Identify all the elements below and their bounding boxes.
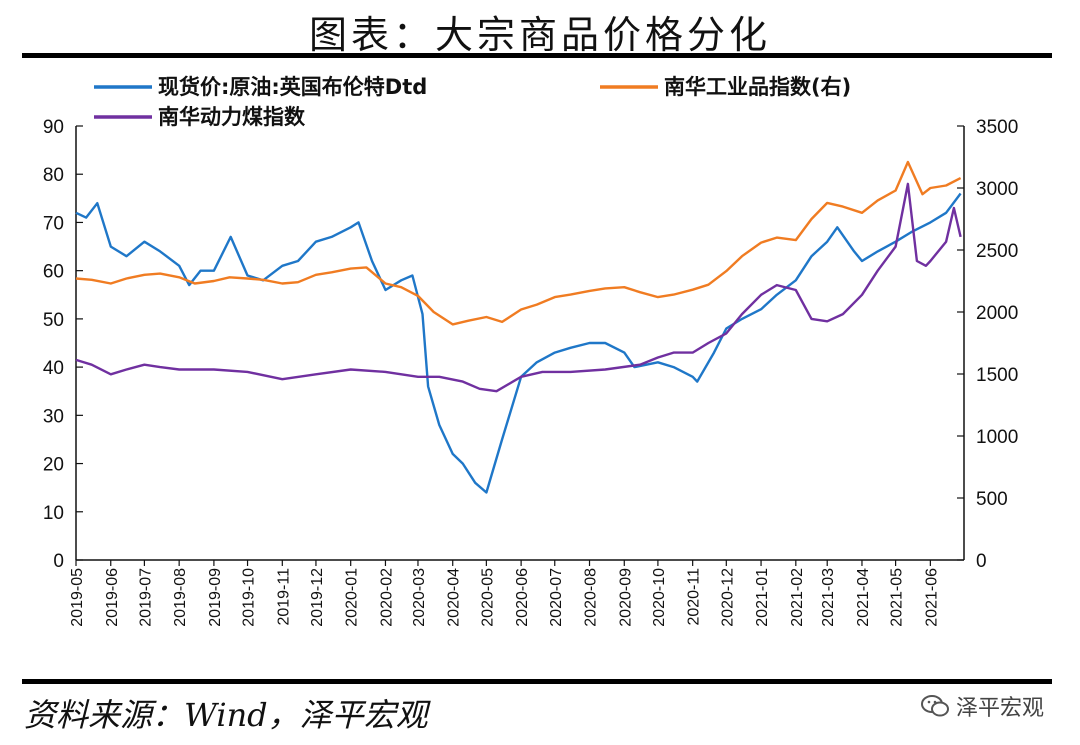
x-tick-label: 2020-06 — [514, 568, 531, 627]
x-tick-label: 2019-05 — [69, 568, 86, 627]
x-tick-label: 2020-03 — [411, 568, 428, 627]
y-left-tick-label: 90 — [43, 117, 64, 138]
x-tick-label: 2019-07 — [137, 568, 154, 627]
x-tick-label: 2019-10 — [241, 568, 258, 627]
top-rule — [22, 53, 1052, 58]
y-left-tick-label: 30 — [43, 406, 64, 427]
x-tick-label: 2019-12 — [309, 568, 326, 627]
x-tick-label: 2020-01 — [344, 568, 361, 627]
x-tick-label: 2019-08 — [172, 568, 189, 627]
series-line-3 — [75, 182, 962, 393]
y-left-tick-label: 50 — [43, 310, 64, 331]
legend-label-2: 南华工业品指数(右) — [664, 75, 851, 99]
x-tick-label: 2020-10 — [651, 568, 668, 627]
x-tick-label: 2020-07 — [548, 568, 565, 627]
x-tick-label: 2020-05 — [479, 568, 496, 627]
y-right-tick-label: 0 — [976, 551, 987, 572]
series-line-1 — [75, 192, 962, 494]
x-tick-label: 2020-11 — [686, 568, 703, 626]
x-tick-label: 2021-04 — [855, 568, 872, 627]
y-left-tick-label: 40 — [43, 358, 64, 379]
x-tick-label: 2021-02 — [789, 568, 806, 627]
legend-label-1: 现货价:原油:英国布伦特Dtd — [158, 75, 427, 99]
y-right-tick-label: 500 — [976, 489, 1008, 510]
y-right-tick-label: 1500 — [976, 365, 1018, 386]
watermark: 泽平宏观 — [920, 690, 1044, 722]
series-lines — [75, 160, 962, 494]
y-left-tick-label: 20 — [43, 455, 64, 476]
x-tick-label: 2021-03 — [820, 568, 837, 627]
source-note: 资料来源：Wind，泽平宏观 — [24, 696, 428, 734]
x-tick-label: 2021-01 — [754, 568, 771, 627]
y-right-tick-label: 3500 — [976, 117, 1018, 138]
x-tick-label: 2019-11 — [275, 568, 292, 626]
axes: 0 10 20 30 40 50 60 70 80 90 0 500 1000 1500 2000 2500 3… — [43, 117, 1018, 627]
x-tick-label: 2020-12 — [719, 568, 736, 627]
x-tick-label: 2021-06 — [923, 568, 940, 627]
y-left-tick-label: 70 — [43, 213, 64, 234]
x-tick-label: 2020-08 — [583, 568, 600, 627]
bottom-rule — [22, 679, 1052, 684]
series-line-2 — [75, 160, 962, 326]
line-chart: 现货价:原油:英国布伦特Dtd 南华工业品指数(右) 南华动力煤指数 0 10 20 30… — [43, 75, 1018, 627]
legend-label-3: 南华动力煤指数 — [158, 105, 306, 129]
x-tick-label: 2020-09 — [617, 568, 634, 627]
y-left-tick-label: 0 — [53, 551, 64, 572]
x-tick-label: 2019-09 — [207, 568, 224, 627]
y-left-tick-label: 60 — [43, 262, 64, 283]
legend: 现货价:原油:英国布伦特Dtd 南华工业品指数(右) 南华动力煤指数 — [94, 75, 851, 129]
x-tick-label: 2020-02 — [378, 568, 395, 627]
y-left-tick-label: 10 — [43, 503, 64, 524]
y-right-tick-label: 2000 — [976, 303, 1018, 324]
y-right-tick-label: 3000 — [976, 179, 1018, 200]
y-right-tick-label: 2500 — [976, 241, 1018, 262]
watermark-text: 泽平宏观 — [955, 696, 1044, 721]
x-tick-label: 2019-06 — [104, 568, 121, 627]
chart-title: 图表：大宗商品价格分化 — [308, 13, 771, 57]
wechat-icon — [920, 695, 949, 717]
x-tick-label: 2021-05 — [889, 568, 906, 627]
x-tick-label: 2020-04 — [446, 568, 463, 627]
y-right-tick-label: 1000 — [976, 427, 1018, 448]
y-left-tick-label: 80 — [43, 165, 64, 186]
